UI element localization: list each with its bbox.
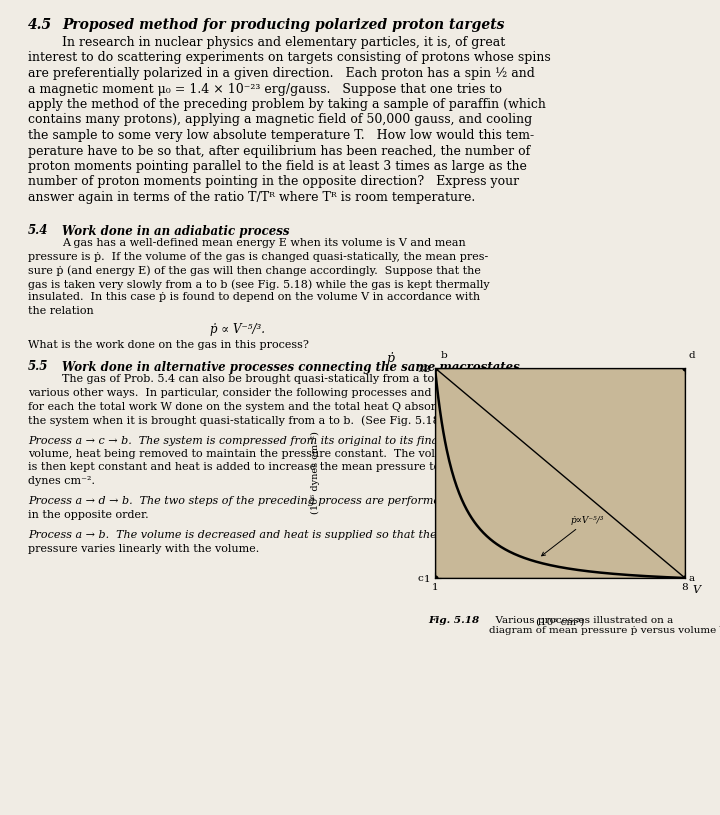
Text: sure ṗ (and energy E) of the gas will then change accordingly.  Suppose that the: sure ṗ (and energy E) of the gas will th…: [28, 266, 481, 276]
Text: answer again in terms of the ratio T/Tᴿ where Tᴿ is room temperature.: answer again in terms of the ratio T/Tᴿ …: [28, 191, 475, 204]
Text: the system when it is brought quasi-statically from a to b.  (See Fig. 5.18.): the system when it is brought quasi-stat…: [28, 415, 448, 425]
Text: In research in nuclear physics and elementary particles, it is, of great: In research in nuclear physics and eleme…: [62, 36, 505, 49]
Text: Work done in alternative processes connecting the same macrostates: Work done in alternative processes conne…: [62, 360, 520, 373]
Text: number of proton moments pointing in the opposite direction?   Express your: number of proton moments pointing in the…: [28, 175, 519, 188]
Text: 5.4: 5.4: [28, 224, 48, 237]
Text: ṗ∝V⁻⁵/³: ṗ∝V⁻⁵/³: [541, 516, 604, 556]
Text: the sample to some very low absolute temperature T.   How low would this tem-: the sample to some very low absolute tem…: [28, 129, 534, 142]
Text: insulated.  In this case ṗ is found to depend on the volume V in accordance with: insulated. In this case ṗ is found to de…: [28, 293, 480, 302]
Text: Work done in an adiabatic process: Work done in an adiabatic process: [62, 224, 289, 237]
Text: is then kept constant and heat is added to increase the mean pressure to 32 × 10: is then kept constant and heat is added …: [28, 462, 493, 473]
Text: d: d: [688, 350, 696, 360]
Text: a: a: [688, 575, 695, 584]
Text: a magnetic moment μ₀ = 1.4 × 10⁻²³ erg/gauss.   Suppose that one tries to: a magnetic moment μ₀ = 1.4 × 10⁻²³ erg/g…: [28, 82, 502, 95]
Text: Proposed method for producing polarized proton targets: Proposed method for producing polarized …: [62, 18, 505, 32]
Text: 4.5: 4.5: [28, 18, 52, 32]
Text: Various processes illustrated on a
diagram of mean pressure ṗ versus volume V.: Various processes illustrated on a diagr…: [489, 616, 720, 636]
Text: Process a → b.  The volume is decreased and heat is supplied so that the mean: Process a → b. The volume is decreased a…: [28, 531, 471, 540]
Text: pressure varies linearly with the volume.: pressure varies linearly with the volume…: [28, 544, 259, 554]
Text: are preferentially polarized in a given direction.   Each proton has a spin ½ an: are preferentially polarized in a given …: [28, 67, 535, 80]
Text: The gas of Prob. 5.4 can also be brought quasi-statically from a to b in: The gas of Prob. 5.4 can also be brought…: [62, 375, 459, 385]
Text: ṗ: ṗ: [386, 352, 394, 364]
Text: apply the method of the preceding problem by taking a sample of paraffin (which: apply the method of the preceding proble…: [28, 98, 546, 111]
Text: various other ways.  In particular, consider the following processes and calcula: various other ways. In particular, consi…: [28, 388, 486, 398]
Text: for each the total work W done on the system and the total heat Q absorbed by: for each the total work W done on the sy…: [28, 402, 474, 412]
Text: ṗ ∝ V⁻⁵/³.: ṗ ∝ V⁻⁵/³.: [210, 323, 265, 336]
Text: volume, heat being removed to maintain the pressure constant.  The volume: volume, heat being removed to maintain t…: [28, 449, 459, 459]
Text: in the opposite order.: in the opposite order.: [28, 510, 148, 520]
Text: interest to do scattering experiments on targets consisting of protons whose spi: interest to do scattering experiments on…: [28, 51, 551, 64]
Text: (10⁶ dynes cm⁻²): (10⁶ dynes cm⁻²): [310, 432, 320, 514]
Text: gas is taken very slowly from a to b (see Fig. 5.18) while the gas is kept therm: gas is taken very slowly from a to b (se…: [28, 279, 490, 289]
Text: A gas has a well-defined mean energy E when its volume is V and mean: A gas has a well-defined mean energy E w…: [62, 239, 466, 249]
Text: V: V: [693, 584, 701, 595]
Text: proton moments pointing parallel to the field is at least 3 times as large as th: proton moments pointing parallel to the …: [28, 160, 527, 173]
Text: Process a → c → b.  The system is compressed from its original to its final: Process a → c → b. The system is compres…: [28, 435, 442, 446]
Text: Fig. 5.18: Fig. 5.18: [428, 616, 479, 625]
Text: the relation: the relation: [28, 306, 94, 316]
Text: perature have to be so that, after equilibrium has been reached, the number of: perature have to be so that, after equil…: [28, 144, 530, 157]
Text: c: c: [417, 575, 423, 584]
Text: b: b: [441, 350, 447, 360]
Text: Process a → d → b.  The two steps of the preceding process are performed: Process a → d → b. The two steps of the …: [28, 496, 447, 506]
Text: contains many protons), applying a magnetic field of 50,000 gauss, and cooling: contains many protons), applying a magne…: [28, 113, 532, 126]
Text: (10³ cm³): (10³ cm³): [536, 617, 584, 626]
Text: 5.5: 5.5: [28, 360, 48, 373]
Text: dynes cm⁻².: dynes cm⁻².: [28, 476, 95, 486]
Text: pressure is ṗ.  If the volume of the gas is changed quasi-statically, the mean p: pressure is ṗ. If the volume of the gas …: [28, 252, 488, 262]
Text: What is the work done on the gas in this process?: What is the work done on the gas in this…: [28, 341, 309, 350]
